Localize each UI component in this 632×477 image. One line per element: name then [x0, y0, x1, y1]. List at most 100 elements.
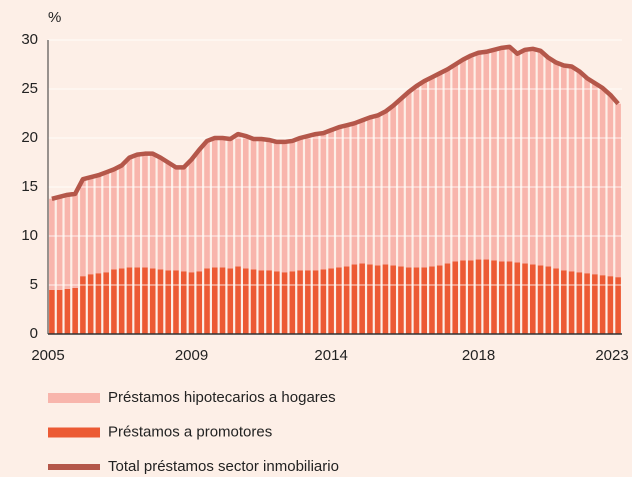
bar	[599, 275, 606, 334]
bar	[250, 269, 257, 334]
bar	[80, 179, 86, 277]
bar	[219, 267, 226, 334]
bar	[157, 157, 164, 270]
bar	[211, 267, 218, 334]
bar	[436, 73, 443, 266]
bar	[64, 288, 71, 334]
bar	[483, 51, 490, 260]
bar	[274, 271, 280, 334]
y-tick-label: 20	[21, 129, 38, 146]
bar	[382, 264, 389, 334]
bar	[421, 267, 427, 334]
bar	[173, 270, 179, 334]
bar	[188, 272, 195, 334]
bar	[359, 120, 365, 264]
bar	[289, 140, 296, 272]
bar	[506, 46, 513, 262]
bar	[157, 269, 164, 334]
bar	[382, 111, 389, 265]
legend-label: Préstamos hipotecarios a hogares	[108, 389, 336, 406]
legend-swatch	[48, 464, 100, 470]
bar	[390, 105, 396, 266]
bar	[615, 103, 621, 278]
bar	[142, 267, 148, 334]
y-tick-label: 5	[30, 276, 38, 293]
bar	[467, 55, 474, 261]
bar	[204, 268, 210, 334]
bar	[343, 266, 350, 334]
bar	[436, 265, 443, 334]
bar	[111, 169, 117, 270]
bar	[390, 265, 396, 334]
bar	[305, 270, 311, 334]
bar	[142, 153, 148, 268]
bar	[165, 270, 172, 334]
bar	[530, 48, 536, 265]
bar	[374, 115, 381, 266]
bar	[506, 261, 513, 334]
bar	[405, 91, 412, 268]
bar	[196, 149, 203, 272]
bar	[328, 130, 334, 269]
bar	[312, 270, 319, 334]
bar	[491, 260, 497, 334]
y-tick-label: 0	[30, 325, 38, 342]
bar	[103, 272, 109, 334]
bar	[72, 287, 78, 334]
bar	[444, 263, 451, 334]
x-tick-label: 2018	[462, 347, 495, 364]
bar	[95, 273, 102, 334]
bar	[305, 136, 311, 271]
bar	[491, 49, 497, 261]
bar	[553, 268, 559, 334]
bar	[87, 274, 94, 334]
line	[51, 44, 620, 201]
y-tick-label: 10	[21, 227, 38, 244]
bar	[95, 175, 102, 274]
bar	[320, 269, 327, 334]
bar	[49, 289, 55, 334]
bar	[460, 59, 466, 261]
bar	[297, 270, 303, 334]
bar	[134, 154, 140, 268]
bar	[413, 86, 420, 268]
bar	[498, 47, 505, 262]
bar	[56, 196, 63, 290]
bar	[592, 83, 598, 275]
bar	[452, 64, 459, 262]
bar	[149, 153, 156, 269]
bar	[599, 88, 606, 276]
legend-swatch	[48, 427, 100, 438]
bar	[336, 127, 342, 268]
bar	[188, 159, 195, 273]
bar	[227, 268, 234, 334]
bar	[204, 140, 210, 269]
bar	[243, 136, 249, 269]
bar	[592, 274, 598, 334]
bar	[537, 265, 544, 334]
legend-swatch	[48, 393, 100, 403]
bar	[483, 259, 490, 334]
bar	[196, 271, 203, 334]
bar	[374, 265, 381, 334]
bar	[514, 53, 521, 263]
bar	[258, 138, 265, 271]
bar	[219, 138, 226, 268]
bar	[522, 263, 528, 334]
bar	[576, 71, 583, 273]
bar	[367, 264, 373, 334]
legend-label: Total préstamos sector inmobiliario	[108, 458, 339, 475]
bar	[475, 259, 482, 334]
bar	[250, 138, 257, 270]
bar	[274, 141, 280, 272]
bar	[584, 273, 590, 334]
bar	[336, 267, 342, 334]
bar	[235, 266, 241, 334]
bar	[343, 125, 350, 267]
bar	[514, 262, 521, 334]
bar	[413, 267, 420, 334]
bar	[72, 193, 78, 288]
bar	[460, 260, 466, 334]
bar	[281, 141, 288, 273]
bar	[475, 52, 482, 260]
